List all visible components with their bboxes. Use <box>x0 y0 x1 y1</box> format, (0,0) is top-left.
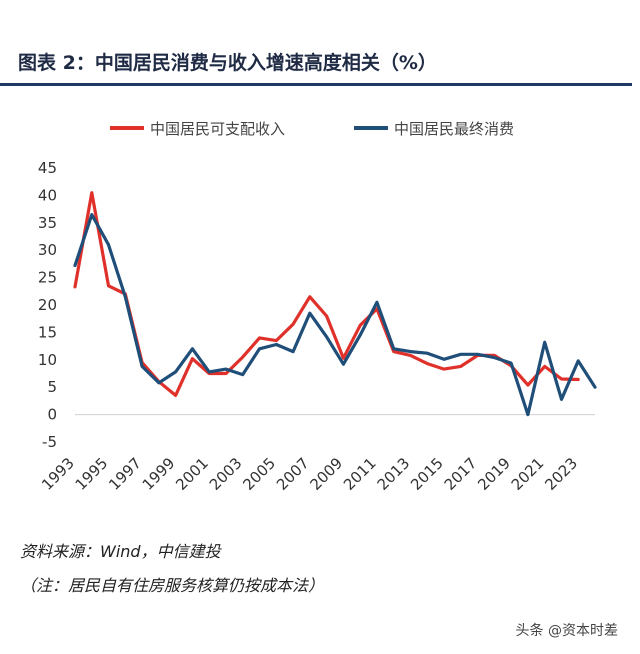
x-tick-label: 2015 <box>407 454 447 494</box>
source-text: 资料来源：Wind，中信建投 <box>20 542 221 561</box>
income-series-line <box>73 191 580 397</box>
y-tick-label: 15 <box>38 323 57 341</box>
legend-label-income: 中国居民可支配收入 <box>150 120 285 138</box>
line-chart: -5 0 5 10 15 20 25 30 35 40 45 19931995199719992001… <box>38 120 597 494</box>
x-tick-label: 2007 <box>273 454 313 494</box>
y-tick-label: 5 <box>47 378 57 396</box>
watermark-text: 头条 @资本时差 <box>515 623 618 639</box>
chart-title: 图表 2：中国居民消费与收入增速高度相关（%） <box>18 52 437 74</box>
x-tick-label: 1999 <box>139 454 179 494</box>
consumption-series-line <box>73 212 597 417</box>
x-tick-label: 1995 <box>72 454 112 494</box>
x-tick-label: 1993 <box>38 454 78 494</box>
y-tick-label: -5 <box>42 433 57 451</box>
x-tick-label: 2023 <box>541 454 581 494</box>
y-tick-label: 20 <box>38 296 57 314</box>
y-tick-label: 30 <box>38 241 57 259</box>
chart-area: -5 0 5 10 15 20 25 30 35 40 45 1993 1995 1997 1999 2001… <box>0 100 640 520</box>
x-tick-label: 2017 <box>441 454 481 494</box>
y-tick-label: 10 <box>38 351 57 369</box>
x-tick-label: 2005 <box>239 454 279 494</box>
note-text: （注：居民自有住房服务核算仍按成本法） <box>20 576 325 595</box>
x-tick-label: 2019 <box>474 454 514 494</box>
x-tick-label: 1997 <box>105 454 145 494</box>
legend-label-consumption: 中国居民最终消费 <box>394 120 514 138</box>
y-tick-label: 45 <box>38 159 57 177</box>
y-tick-label: 35 <box>38 214 57 232</box>
x-tick-label: 2001 <box>172 454 212 494</box>
y-tick-label: 0 <box>47 406 57 424</box>
x-tick-label: 2021 <box>508 454 548 494</box>
x-tick-label: 2009 <box>306 454 346 494</box>
y-tick-label: 40 <box>38 186 57 204</box>
title-underline <box>0 83 632 86</box>
x-tick-label: 2011 <box>340 454 380 494</box>
x-tick-label: 2013 <box>374 454 414 494</box>
x-tick-label: 2003 <box>206 454 246 494</box>
chart-title-bar: 图表 2：中国居民消费与收入增速高度相关（%） <box>0 38 640 86</box>
y-tick-label: 25 <box>38 269 57 287</box>
